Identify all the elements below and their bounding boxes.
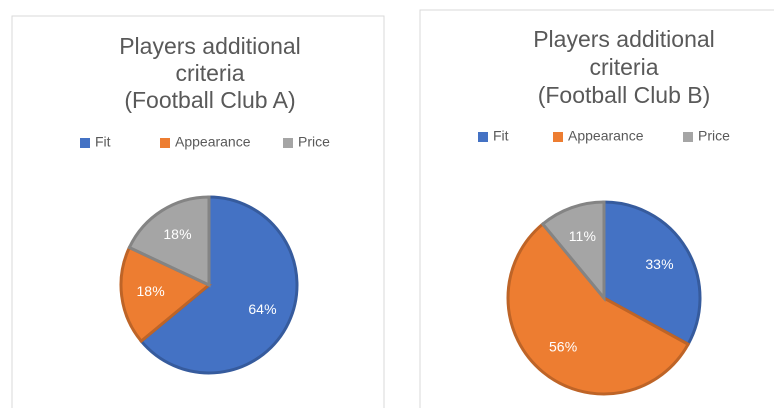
legend-label: Appearance bbox=[175, 134, 251, 150]
chart-title: Players additional bbox=[119, 33, 301, 59]
legend-marker bbox=[478, 132, 488, 142]
legend-marker bbox=[160, 138, 170, 148]
data-label: 56 bbox=[549, 338, 565, 354]
data-label: 18 bbox=[163, 226, 179, 242]
pie-slice bbox=[602, 200, 702, 347]
legend-label: Appearance bbox=[568, 128, 644, 144]
legend-label: Price bbox=[298, 134, 330, 150]
data-label: 11 bbox=[569, 228, 584, 244]
data-label: 18 bbox=[136, 283, 152, 299]
percent-sign: % bbox=[661, 256, 673, 272]
percent-sign: % bbox=[179, 226, 191, 242]
legend-label: Fit bbox=[493, 128, 509, 144]
pie-slice bbox=[139, 195, 299, 375]
chart-title: Players additional bbox=[533, 26, 715, 52]
chart-title: criteria bbox=[175, 60, 244, 86]
percent-sign: % bbox=[583, 228, 595, 244]
percent-sign: % bbox=[264, 301, 276, 317]
legend-label: Fit bbox=[95, 134, 111, 150]
pie-slice bbox=[506, 221, 691, 396]
legend-marker bbox=[683, 132, 693, 142]
chart-title: (Football Club A) bbox=[124, 87, 295, 113]
pie-slice bbox=[119, 245, 212, 344]
percent-sign: % bbox=[565, 338, 577, 354]
legend-marker bbox=[283, 138, 293, 148]
pie-slice bbox=[127, 195, 211, 288]
legend-label: Price bbox=[698, 128, 730, 144]
percent-sign: % bbox=[152, 283, 164, 299]
legend-marker bbox=[80, 138, 90, 148]
data-label: 64 bbox=[248, 301, 264, 317]
pie-slice bbox=[540, 200, 606, 303]
chart-title: (Football Club B) bbox=[538, 82, 711, 108]
legend-marker bbox=[553, 132, 563, 142]
chart-title: criteria bbox=[589, 54, 658, 80]
data-label: 33 bbox=[645, 256, 661, 272]
